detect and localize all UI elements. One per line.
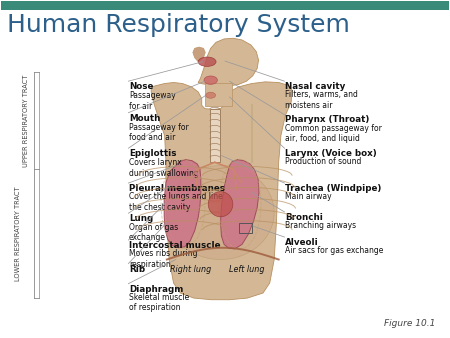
Text: Right lung: Right lung [170,265,211,273]
Polygon shape [220,160,259,249]
Text: Cover the lungs and line
the chest cavity: Cover the lungs and line the chest cavit… [129,192,223,212]
Text: Rib: Rib [129,265,145,273]
Text: Common passageway for
air, food, and liquid: Common passageway for air, food, and liq… [285,124,382,143]
Text: Main airway: Main airway [285,192,332,201]
Text: Trachea (Windpipe): Trachea (Windpipe) [285,184,382,193]
Text: Branching airways: Branching airways [285,221,356,230]
Text: Nose: Nose [129,82,153,91]
Text: Covers larynx
during swallowing: Covers larynx during swallowing [129,158,198,178]
Polygon shape [193,47,205,62]
Ellipse shape [198,57,216,67]
Text: Production of sound: Production of sound [285,157,362,166]
Text: Alveoli: Alveoli [285,238,319,247]
Text: Pharynx (Throat): Pharynx (Throat) [285,115,370,124]
Text: Skeletal muscle
of respiration: Skeletal muscle of respiration [129,293,189,312]
Text: Diaphragm: Diaphragm [129,285,183,294]
Ellipse shape [206,92,216,98]
Ellipse shape [167,166,274,260]
Text: Figure 10.1: Figure 10.1 [384,319,435,328]
Text: Passageway
for air: Passageway for air [129,91,176,111]
Text: Nasal cavity: Nasal cavity [285,82,346,91]
Bar [1,1,449,10]
Text: Moves ribs during
respiration: Moves ribs during respiration [129,249,198,269]
Text: Lung: Lung [129,214,153,223]
Text: Filters, warms, and
moistens air: Filters, warms, and moistens air [285,90,358,110]
Text: Epiglottis: Epiglottis [129,149,176,158]
Ellipse shape [208,192,233,217]
Text: LOWER RESPIRATORY TRACT: LOWER RESPIRATORY TRACT [15,186,22,281]
Ellipse shape [204,76,217,84]
Text: Bronchi: Bronchi [285,213,323,222]
Polygon shape [164,160,201,248]
Bar [239,223,252,233]
Polygon shape [151,82,292,300]
Text: Pleural membranes: Pleural membranes [129,184,225,193]
FancyBboxPatch shape [210,108,220,162]
Text: UPPER RESPIRATORY TRACT: UPPER RESPIRATORY TRACT [23,74,29,167]
Text: Air sacs for gas exchange: Air sacs for gas exchange [285,246,384,255]
Text: Left lung: Left lung [229,265,264,273]
Text: Larynx (Voice box): Larynx (Voice box) [285,149,377,158]
Text: Passageway for
food and air: Passageway for food and air [129,123,189,143]
Text: Intercostal muscle: Intercostal muscle [129,241,220,250]
Text: Human Respiratory System: Human Respiratory System [7,13,350,37]
Polygon shape [198,38,259,86]
Text: Organ of gas
exchange: Organ of gas exchange [129,223,178,242]
Text: Mouth: Mouth [129,114,160,123]
FancyBboxPatch shape [205,82,232,106]
